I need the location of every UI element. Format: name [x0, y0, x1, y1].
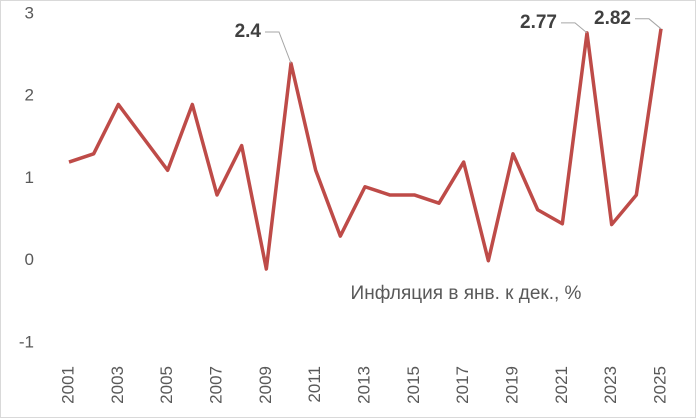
x-tick-label: 2021 — [552, 366, 571, 404]
data-line — [68, 28, 663, 271]
y-tick-label: -1 — [19, 332, 34, 351]
y-tick-label: 3 — [25, 3, 34, 22]
x-tick-label: 2005 — [157, 366, 176, 404]
y-tick-label: 2 — [25, 86, 34, 105]
x-tick-label: 2025 — [650, 366, 669, 404]
data-label: 2.82 — [594, 8, 631, 29]
y-tick-label: 1 — [25, 168, 34, 187]
data-label: 2.4 — [235, 21, 262, 42]
x-tick-label: 2023 — [601, 366, 620, 404]
series-annotation: Инфляция в янв. к дек., % — [351, 283, 582, 304]
x-tick-label: 2001 — [58, 366, 77, 404]
label-leader — [635, 18, 662, 30]
x-tick-label: 2017 — [453, 366, 472, 404]
x-tick-label: 2011 — [305, 366, 324, 403]
y-tick-label: 0 — [25, 250, 34, 269]
x-tick-label: 2003 — [108, 366, 127, 404]
label-leader — [561, 22, 588, 34]
x-tick-label: 2013 — [354, 366, 373, 404]
x-tick-label: 2009 — [256, 366, 275, 404]
x-tick-label: 2007 — [206, 366, 225, 404]
x-tick-label: 2019 — [502, 366, 521, 404]
x-tick-label: 2015 — [404, 366, 423, 404]
data-label: 2.77 — [520, 12, 557, 33]
label-leader — [265, 31, 292, 64]
